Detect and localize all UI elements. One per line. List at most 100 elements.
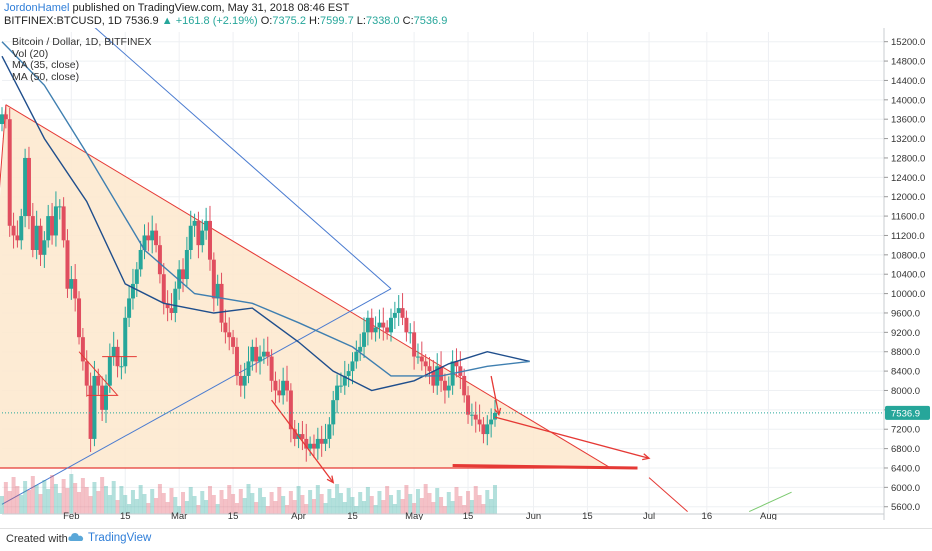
candle-body — [473, 414, 478, 420]
volume-bar — [277, 487, 282, 514]
volume-bar — [342, 502, 347, 514]
volume-bar — [254, 502, 259, 514]
last-price-value: 7536.9 — [125, 15, 159, 27]
open-value: 7375.2 — [272, 15, 306, 27]
candle-body — [358, 346, 363, 352]
volume-bar — [354, 506, 359, 514]
volume-bar — [400, 499, 405, 514]
candle-body — [396, 308, 401, 313]
candle-body — [446, 385, 451, 391]
candle-body — [404, 317, 409, 333]
volume-bar — [469, 500, 474, 514]
volume-bar — [458, 496, 463, 514]
green-line — [748, 491, 792, 513]
volume-bar — [50, 475, 55, 514]
candle-body — [323, 438, 328, 444]
volume-bar — [192, 496, 197, 514]
time-tick-label: 15 — [463, 511, 474, 520]
candle-body — [50, 216, 55, 236]
volume-bar — [265, 506, 270, 514]
volume-bar — [473, 486, 478, 514]
candle-body — [423, 361, 428, 367]
candle-body — [30, 216, 35, 250]
last-price-tag — [885, 405, 930, 420]
red-extension-line — [648, 477, 688, 512]
candle-body — [130, 283, 135, 299]
candle-body — [369, 317, 374, 333]
volume-bar — [331, 498, 336, 514]
volume-bar — [34, 485, 39, 514]
candle-body — [150, 230, 155, 241]
open-label: O: — [260, 15, 273, 27]
chart-area[interactable]: 5600.06000.06400.06800.07200.07600.08000… — [0, 26, 932, 522]
candle-body — [165, 303, 170, 309]
price-tick-label: 6800.0 — [891, 444, 920, 455]
candle-body — [177, 269, 182, 289]
volume-bar — [181, 492, 186, 514]
volume-bar — [304, 504, 309, 514]
volume-bar — [392, 504, 397, 514]
footer: Created with TradingView — [0, 528, 932, 551]
volume-bar — [288, 491, 293, 514]
candle-body — [354, 351, 359, 362]
price-chart-svg[interactable]: 5600.06000.06400.06800.07200.07600.08000… — [0, 26, 932, 522]
candle-body — [246, 361, 251, 376]
candle-body — [181, 269, 186, 280]
volume-bar — [215, 504, 220, 514]
volume-bar — [107, 495, 112, 514]
volume-bar — [238, 489, 243, 514]
candle-body — [300, 434, 305, 439]
author-link[interactable]: JordonHamel — [4, 2, 70, 14]
volume-bar — [231, 494, 236, 514]
time-tick-label: Feb — [63, 511, 79, 520]
publish-line: JordonHamel published on TradingView.com… — [4, 2, 349, 14]
candle-body — [281, 380, 286, 396]
price-tick-label: 6000.0 — [891, 483, 920, 494]
tradingview-logo[interactable]: TradingView — [68, 532, 151, 544]
volume-bar — [315, 485, 320, 514]
volume-bar — [408, 494, 413, 514]
volume-bar — [23, 481, 28, 514]
volume-bar — [369, 496, 374, 514]
candle-body — [427, 366, 432, 372]
candle-body — [373, 327, 378, 333]
low-value: 7338.0 — [365, 15, 400, 27]
candle-body — [204, 220, 209, 231]
price-tick-label: 15200.0 — [891, 37, 925, 48]
candle-body — [34, 225, 39, 250]
time-tick-label: 15 — [347, 511, 358, 520]
candle-body — [338, 385, 343, 387]
candle-body — [381, 322, 386, 328]
candle-body — [219, 283, 224, 323]
volume-bar — [0, 496, 4, 514]
price-tick-label: 13200.0 — [891, 134, 925, 145]
volume-bar — [123, 495, 128, 514]
candle-body — [169, 308, 174, 313]
candle-body — [415, 356, 420, 358]
volume-bar — [80, 478, 85, 514]
volume-bar — [200, 491, 205, 514]
candle-body — [242, 375, 247, 386]
candle-body — [196, 220, 201, 246]
volume-bar — [196, 505, 201, 514]
price-tick-label: 12000.0 — [891, 192, 925, 203]
volume-bar — [327, 489, 332, 514]
volume-bar — [61, 479, 66, 514]
volume-bar — [446, 492, 451, 514]
volume-bar — [415, 489, 420, 514]
candle-body — [127, 298, 132, 318]
candle-body — [431, 371, 436, 386]
time-tick-label: 16 — [702, 511, 713, 520]
candle-body — [53, 206, 58, 236]
candle-body — [73, 279, 78, 299]
volume-bar — [15, 486, 20, 514]
volume-bar — [362, 501, 367, 514]
price-tick-label: 10400.0 — [891, 270, 925, 281]
candle-body — [38, 225, 43, 255]
volume-bar — [404, 485, 409, 514]
price-tick-label: 14400.0 — [891, 76, 925, 87]
high-label: H: — [309, 15, 321, 27]
time-tick-label: 15 — [120, 511, 131, 520]
candle-body — [84, 361, 89, 386]
candle-body — [439, 366, 444, 381]
